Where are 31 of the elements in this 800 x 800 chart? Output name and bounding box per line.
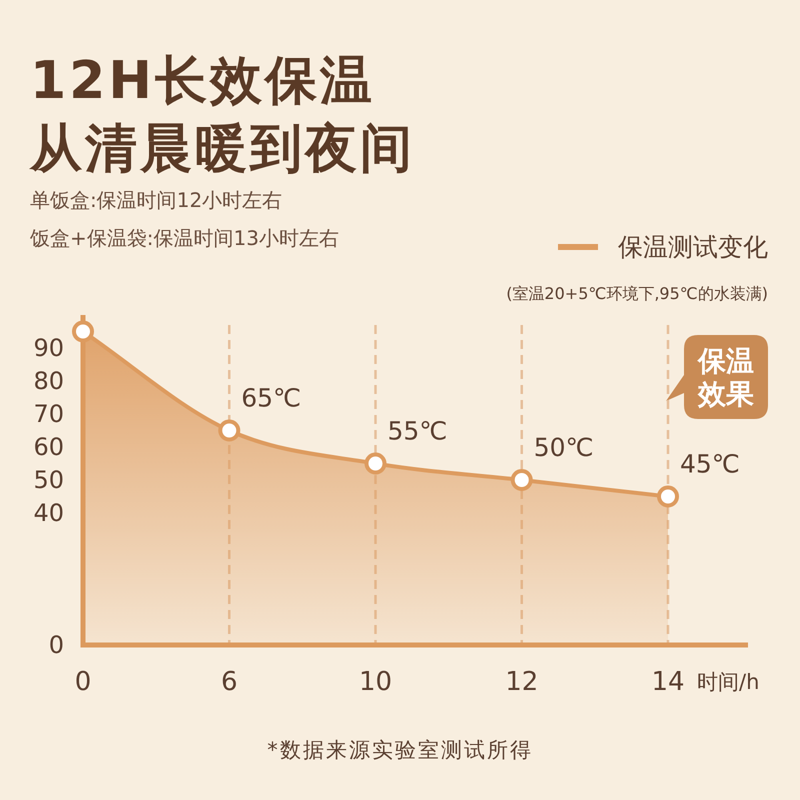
data-label: 50℃ <box>534 433 594 462</box>
y-tick-label: 70 <box>33 400 64 428</box>
x-tick-label: 6 <box>220 667 238 697</box>
x-tick-label: 0 <box>74 667 92 697</box>
point <box>218 420 240 442</box>
data-label: 45℃ <box>680 450 740 478</box>
y-tick-label: 0 <box>48 631 64 659</box>
data-label: 65℃ <box>241 384 302 412</box>
annotation: (室温20+5℃环境下,95℃的水装满) <box>506 284 768 303</box>
point <box>657 486 679 508</box>
x-tick-label: 10 <box>358 667 392 697</box>
data-label: 55℃ <box>388 416 448 446</box>
y-tick-label: 90 <box>33 334 64 362</box>
annotation: 单饭盒:保温时间12小时左右 <box>30 188 282 212</box>
x-axis-title: 时间/h <box>697 670 760 694</box>
point <box>510 469 533 491</box>
legend: 保温测试变化 <box>558 232 768 262</box>
point <box>72 320 94 342</box>
y-tick-label: 60 <box>33 433 64 461</box>
x-tick-label: 14 <box>651 667 685 697</box>
annotation: 饭盒+保温袋:保温时间13小时左右 <box>30 226 339 250</box>
y-tick-label: 50 <box>33 466 64 494</box>
annotation: 保温效果 <box>666 335 768 419</box>
point <box>364 452 386 474</box>
annotation: 保温效果 <box>697 344 754 410</box>
legend-label: 保温测试变化 <box>618 232 768 262</box>
y-tick-label: 80 <box>33 367 64 395</box>
title: 12H长效保温从清晨暖到夜间 <box>30 51 415 179</box>
x-tick-label: 12 <box>505 667 538 697</box>
annotation: *数据来源实验室测试所得 <box>267 738 533 762</box>
y-tick-label: 40 <box>33 499 64 527</box>
